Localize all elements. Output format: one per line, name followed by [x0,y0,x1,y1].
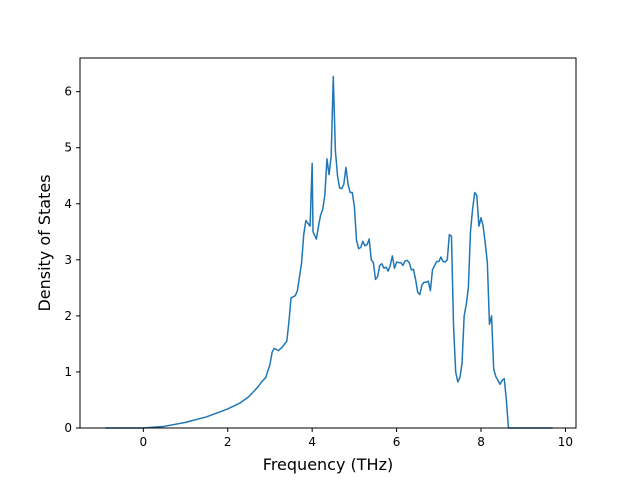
y-tick-label: 2 [64,309,72,323]
y-tick-label: 0 [64,421,72,435]
y-axis-label: Density of States [35,174,54,311]
x-axis-label: Frequency (THz) [263,455,393,474]
plot-area [105,75,553,429]
x-tick-label: 8 [477,435,485,449]
y-tick-label: 1 [64,365,72,379]
x-tick-label: 0 [139,435,147,449]
x-tick-label: 4 [308,435,316,449]
y-tick-label: 3 [64,253,72,267]
x-tick-label: 2 [224,435,232,449]
y-tick-label: 4 [64,197,72,211]
y-axis-ticks: 0 1 2 3 4 5 6 [64,85,80,435]
x-tick-label: 10 [558,435,573,449]
y-tick-label: 6 [64,85,72,99]
x-axis-ticks: 0 2 4 6 8 10 [139,428,573,449]
y-tick-label: 5 [64,141,72,155]
axes-frame [79,57,577,429]
dos-series-line-0 [105,75,553,429]
x-tick-label: 6 [393,435,401,449]
